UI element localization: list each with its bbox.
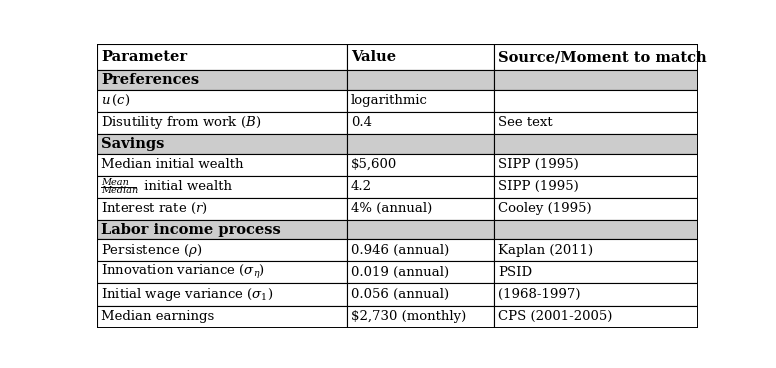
- Text: 0.019 (annual): 0.019 (annual): [351, 266, 449, 279]
- Text: 0.056 (annual): 0.056 (annual): [351, 288, 449, 301]
- Text: Labor income process: Labor income process: [101, 223, 281, 237]
- Text: Preferences: Preferences: [101, 73, 199, 87]
- Bar: [494, 261, 698, 283]
- Bar: [494, 112, 698, 134]
- Bar: [97, 240, 347, 261]
- Text: Median earnings: Median earnings: [101, 310, 214, 323]
- Text: PSID: PSID: [498, 266, 532, 279]
- Text: Innovation variance $(σ_η)$: Innovation variance $(σ_η)$: [101, 263, 265, 282]
- Text: $5,600: $5,600: [351, 158, 397, 171]
- Bar: [494, 44, 698, 70]
- Text: Cooley (1995): Cooley (1995): [498, 202, 592, 215]
- Bar: [97, 134, 347, 154]
- Bar: [97, 198, 347, 220]
- Text: Disutility from work $(B)$: Disutility from work $(B)$: [101, 114, 262, 131]
- Text: SIPP (1995): SIPP (1995): [498, 158, 579, 171]
- Bar: [97, 90, 347, 112]
- Bar: [97, 305, 347, 328]
- Text: logarithmic: logarithmic: [351, 95, 428, 107]
- Bar: [347, 220, 494, 240]
- Text: $u\,(c)$: $u\,(c)$: [101, 93, 130, 109]
- Text: CPS (2001-2005): CPS (2001-2005): [498, 310, 612, 323]
- Text: Persistence $(ρ)$: Persistence $(ρ)$: [101, 242, 203, 259]
- Text: initial wealth: initial wealth: [140, 180, 232, 193]
- Text: 4% (annual): 4% (annual): [351, 202, 432, 215]
- Text: Parameter: Parameter: [101, 50, 187, 64]
- Text: Value: Value: [351, 50, 396, 64]
- Bar: [494, 70, 698, 90]
- Text: Median: Median: [101, 187, 138, 195]
- Text: (1968-1997): (1968-1997): [498, 288, 580, 301]
- Text: Interest rate $(r)$: Interest rate $(r)$: [101, 201, 208, 216]
- Bar: [347, 154, 494, 176]
- Text: See text: See text: [498, 116, 553, 130]
- Bar: [97, 112, 347, 134]
- Text: 0.946 (annual): 0.946 (annual): [351, 244, 449, 257]
- Bar: [494, 240, 698, 261]
- Bar: [347, 176, 494, 198]
- Bar: [347, 283, 494, 305]
- Bar: [347, 305, 494, 328]
- Bar: [494, 154, 698, 176]
- Bar: [494, 283, 698, 305]
- Text: 4.2: 4.2: [351, 180, 372, 193]
- Bar: [97, 176, 347, 198]
- Bar: [347, 198, 494, 220]
- Text: Mean: Mean: [101, 178, 129, 187]
- Text: SIPP (1995): SIPP (1995): [498, 180, 579, 193]
- Bar: [347, 134, 494, 154]
- Bar: [347, 112, 494, 134]
- Text: Source/Moment to match: Source/Moment to match: [498, 50, 707, 64]
- Bar: [97, 283, 347, 305]
- Bar: [494, 176, 698, 198]
- Text: Initial wage variance $(σ_1)$: Initial wage variance $(σ_1)$: [101, 286, 273, 303]
- Bar: [347, 261, 494, 283]
- Text: Median initial wealth: Median initial wealth: [101, 158, 244, 171]
- Text: Kaplan (2011): Kaplan (2011): [498, 244, 594, 257]
- Bar: [347, 70, 494, 90]
- Text: Savings: Savings: [101, 137, 165, 151]
- Bar: [347, 240, 494, 261]
- Bar: [97, 44, 347, 70]
- Bar: [494, 134, 698, 154]
- Bar: [347, 44, 494, 70]
- Bar: [494, 198, 698, 220]
- Bar: [494, 220, 698, 240]
- Bar: [347, 90, 494, 112]
- Text: $2,730 (monthly): $2,730 (monthly): [351, 310, 466, 323]
- Bar: [97, 220, 347, 240]
- Bar: [494, 305, 698, 328]
- Bar: [97, 154, 347, 176]
- Bar: [97, 261, 347, 283]
- Bar: [97, 70, 347, 90]
- Text: 0.4: 0.4: [351, 116, 372, 130]
- Bar: [494, 90, 698, 112]
